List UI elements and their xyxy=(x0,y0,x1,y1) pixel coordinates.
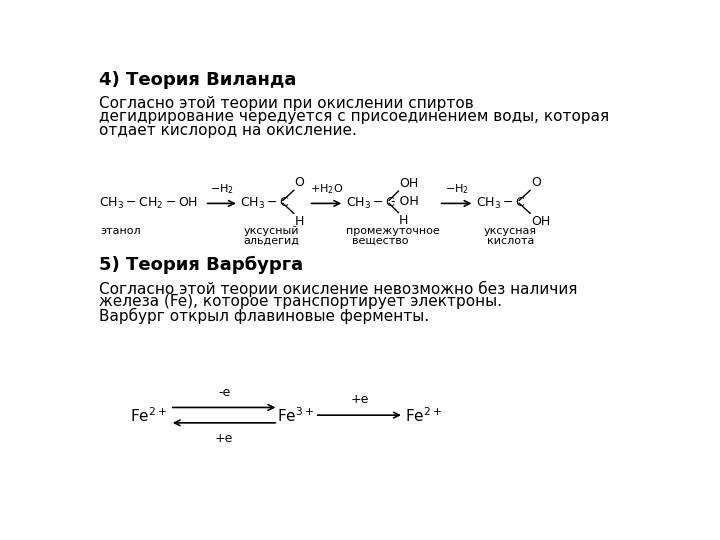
Text: $\mathrm{+H_2O}$: $\mathrm{+H_2O}$ xyxy=(310,182,343,195)
Text: $\mathrm{Fe^{2+}}$: $\mathrm{Fe^{2+}}$ xyxy=(130,406,166,424)
Text: отдает кислород на окисление.: отдает кислород на окисление. xyxy=(99,123,357,138)
Text: Согласно этой теории окисление невозможно без наличия: Согласно этой теории окисление невозможн… xyxy=(99,280,577,296)
Text: кислота: кислота xyxy=(487,236,534,246)
Text: 5) Теория Варбурга: 5) Теория Варбурга xyxy=(99,256,303,274)
Text: Варбург открыл флавиновые ферменты.: Варбург открыл флавиновые ферменты. xyxy=(99,308,429,325)
Text: $\mathrm{CH_3 - C}$: $\mathrm{CH_3 - C}$ xyxy=(476,196,526,211)
Text: промежуточное: промежуточное xyxy=(346,226,439,237)
Text: железа (Fe), которое транспортирует электроны.: железа (Fe), которое транспортирует элек… xyxy=(99,294,503,309)
Text: $\mathrm{Fe^{2+}}$: $\mathrm{Fe^{2+}}$ xyxy=(405,406,442,424)
Text: H: H xyxy=(294,215,304,228)
Text: $\mathrm{Fe^{3+}}$: $\mathrm{Fe^{3+}}$ xyxy=(277,406,314,424)
Text: альдегид: альдегид xyxy=(243,236,300,246)
Text: H: H xyxy=(399,214,409,227)
Text: уксусная: уксусная xyxy=(484,226,537,237)
Text: O: O xyxy=(531,176,541,189)
Text: $\mathrm{CH_3 - CH_2 - OH}$: $\mathrm{CH_3 - CH_2 - OH}$ xyxy=(99,196,198,211)
Text: OH: OH xyxy=(531,215,550,228)
Text: $\mathrm{CH_3 - C}$: $\mathrm{CH_3 - C}$ xyxy=(240,196,289,211)
Text: O: O xyxy=(294,176,305,189)
Text: дегидрирование чередуется с присоединением воды, которая: дегидрирование чередуется с присоединени… xyxy=(99,110,609,124)
Text: $\mathrm{-H_2}$: $\mathrm{-H_2}$ xyxy=(210,182,234,195)
Text: +e: +e xyxy=(215,432,233,445)
Text: - OH: - OH xyxy=(391,195,418,208)
Text: этанол: этанол xyxy=(101,226,141,237)
Text: вещество: вещество xyxy=(352,236,408,246)
Text: 4) Теория Виланда: 4) Теория Виланда xyxy=(99,71,297,89)
Text: Согласно этой теории при окислении спиртов: Согласно этой теории при окислении спирт… xyxy=(99,96,474,111)
Text: $\mathrm{CH_3 - C}$: $\mathrm{CH_3 - C}$ xyxy=(346,196,395,211)
Text: +e: +e xyxy=(350,393,369,406)
Text: уксусный: уксусный xyxy=(243,226,299,237)
Text: -e: -e xyxy=(218,386,230,399)
Text: OH: OH xyxy=(399,177,418,190)
Text: $\mathrm{-H_2}$: $\mathrm{-H_2}$ xyxy=(445,182,469,195)
